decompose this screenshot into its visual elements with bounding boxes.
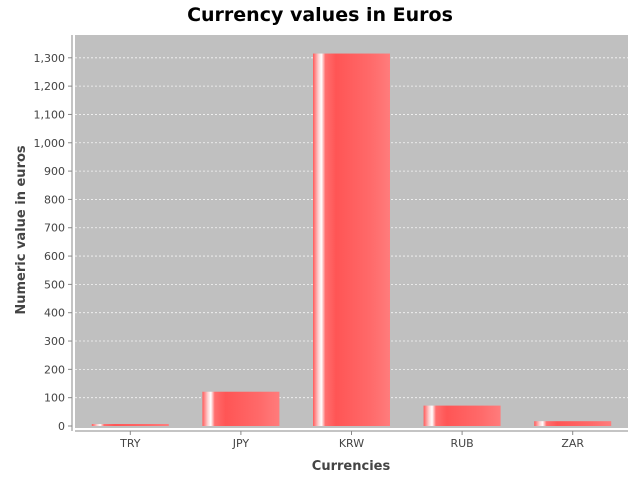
y-tick-label: 1,300 (34, 52, 66, 65)
bar-try (91, 424, 169, 426)
y-tick-label: 400 (44, 307, 65, 320)
y-tick-label: 1,200 (34, 80, 66, 93)
y-tick-label: 500 (44, 278, 65, 291)
x-tick-label: JPY (232, 437, 250, 450)
bars (91, 53, 612, 426)
y-tick-label: 600 (44, 250, 65, 263)
y-tick-label: 900 (44, 165, 65, 178)
y-axis-title: Numeric value in euros (14, 145, 29, 315)
x-tick-label: ZAR (561, 437, 584, 450)
x-tick-label: RUB (450, 437, 473, 450)
y-tick-label: 0 (58, 420, 65, 433)
y-tick-label: 700 (44, 222, 65, 235)
y-tick-label: 300 (44, 335, 65, 348)
y-axis: 0 100 200 300 400 500 600 700 800 900 1,000 1,100 1,… (34, 35, 73, 433)
bar-zar (534, 421, 612, 426)
bar-rub (423, 405, 501, 426)
x-tick-label: TRY (119, 437, 141, 450)
x-axis-title: Currencies (312, 459, 391, 474)
x-axis: TRY JPY KRW RUB ZAR (75, 430, 628, 450)
x-tick-label: KRW (339, 437, 364, 450)
y-tick-label: 100 (44, 392, 65, 405)
y-tick-label: 800 (44, 193, 65, 206)
bar-krw (313, 53, 390, 426)
chart-title: Currency values in Euros (187, 4, 453, 26)
bar-jpy (202, 391, 280, 426)
y-tick-label: 200 (44, 363, 65, 376)
y-tick-label: 1,000 (34, 137, 66, 150)
y-tick-label: 1,100 (34, 108, 66, 121)
